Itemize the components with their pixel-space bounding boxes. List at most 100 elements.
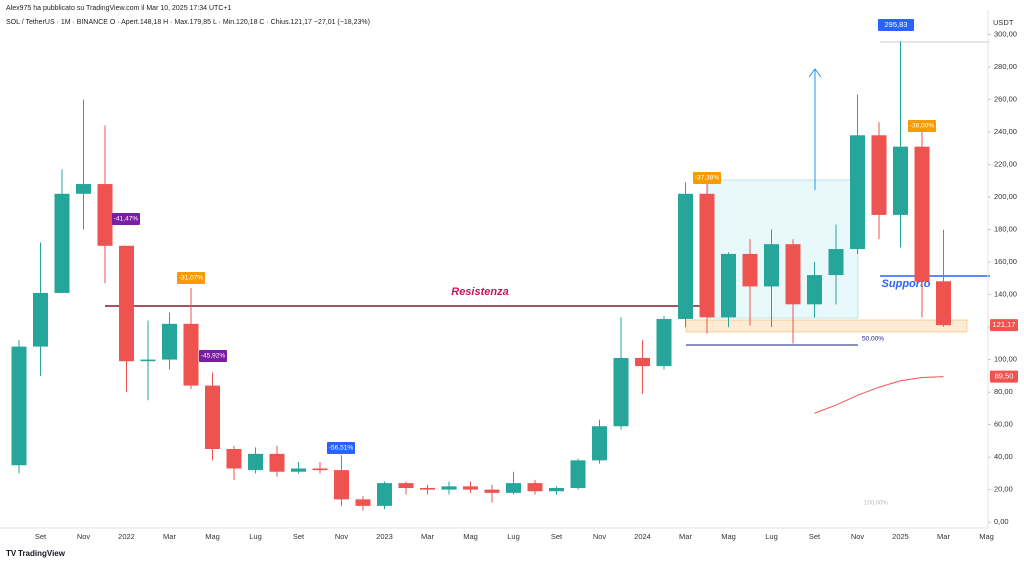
- x-tick-label: Mag: [463, 532, 478, 541]
- candle-body: [463, 486, 478, 490]
- candle-body: [850, 135, 865, 250]
- y-tick-label: 200,00: [994, 192, 1017, 201]
- last-close-label: 121,17: [993, 320, 1016, 329]
- candle-body: [549, 487, 564, 492]
- y-tick-label: 60,00: [994, 420, 1013, 429]
- annotation: -37,38%: [695, 175, 719, 182]
- candle-body: [420, 487, 435, 490]
- y-tick-label: 260,00: [994, 95, 1017, 104]
- arrow-head: [808, 68, 822, 78]
- candle-body: [506, 483, 521, 493]
- candle-body: [764, 244, 779, 287]
- candle-body: [140, 359, 156, 362]
- y-tick-label: 220,00: [994, 160, 1017, 169]
- x-tick-label: Set: [551, 532, 563, 541]
- x-tick-label: Lug: [507, 532, 520, 541]
- candle-body: [613, 357, 629, 427]
- candle-body: [914, 146, 930, 282]
- candle-body: [807, 275, 822, 305]
- candle-body: [248, 453, 263, 471]
- candle-body: [721, 253, 736, 318]
- y-tick-label: 240,00: [994, 127, 1017, 136]
- annotation-box: [112, 213, 140, 225]
- y-tick-label: 180,00: [994, 225, 1017, 234]
- subtitle: Alex975 ha pubblicato su TradingView.com…: [6, 5, 231, 12]
- y-tick-label: 100,00: [994, 355, 1017, 364]
- x-tick-label: 2024: [634, 532, 651, 541]
- y-tick-label: 280,00: [994, 62, 1017, 71]
- x-tick-label: Mar: [679, 532, 692, 541]
- candle-body: [291, 468, 306, 472]
- candle-body: [936, 281, 951, 326]
- candle-body: [54, 193, 70, 293]
- x-tick-label: Nov: [851, 532, 865, 541]
- y-tick-label: 0,00: [994, 517, 1009, 526]
- annotation: -41,47%: [114, 216, 138, 223]
- candle-body: [183, 323, 199, 386]
- candle-body: [33, 292, 48, 347]
- ma-label: 89,50: [995, 372, 1014, 381]
- candle-body: [76, 184, 91, 194]
- y-tick-label: 20,00: [994, 485, 1013, 494]
- peak-label-box: [878, 19, 914, 32]
- candle-body: [828, 249, 844, 276]
- annotation-box: [693, 172, 721, 184]
- candle-body: [334, 470, 349, 500]
- brand-logo: TV: [6, 549, 17, 558]
- candle-body: [635, 357, 650, 367]
- x-tick-label: 2023: [376, 532, 393, 541]
- x-tick-label: Set: [35, 532, 47, 541]
- y-tick-label: 80,00: [994, 387, 1013, 396]
- y-tick-label: 140,00: [994, 290, 1017, 299]
- annotation-box: [177, 272, 205, 284]
- annotation: -45,92%: [201, 353, 225, 360]
- x-tick-label: 2025: [892, 532, 909, 541]
- x-tick-label: Lug: [765, 532, 778, 541]
- brand: TradingView: [18, 549, 66, 558]
- candle-body: [592, 426, 607, 461]
- candle-body: [119, 245, 134, 362]
- candle-body: [355, 499, 371, 506]
- x-tick-label: Set: [809, 532, 821, 541]
- candle-body: [484, 489, 500, 493]
- resistance-label: Resistenza: [451, 286, 508, 298]
- x-tick-label: Mar: [937, 532, 950, 541]
- candle-body: [871, 135, 887, 215]
- x-tick-label: Nov: [593, 532, 607, 541]
- annotation: -31,07%: [179, 275, 203, 282]
- candle-body: [527, 483, 543, 492]
- x-tick-label: Nov: [77, 532, 91, 541]
- ma-label-box: [990, 370, 1018, 383]
- x-tick-label: Mar: [421, 532, 434, 541]
- candle-body: [97, 184, 113, 246]
- y-tick-label: 300,00: [994, 29, 1017, 38]
- candle-body: [377, 483, 392, 506]
- x-tick-label: Mag: [721, 532, 736, 541]
- candle-body: [11, 346, 27, 466]
- candle-body: [570, 460, 586, 488]
- candle-body: [893, 146, 908, 215]
- x-tick-label: Set: [293, 532, 305, 541]
- candle-body: [205, 385, 220, 449]
- title: SOL / TetherUS · 1M · BINANCE O · Apert.…: [6, 19, 370, 26]
- candle-body: [785, 244, 801, 305]
- candle-body: [312, 468, 328, 471]
- x-tick-label: 2022: [118, 532, 135, 541]
- y-tick-label: 160,00: [994, 257, 1017, 266]
- x-tick-label: Lug: [249, 532, 262, 541]
- annotation: -36,00%: [910, 123, 934, 130]
- candle-body: [742, 253, 758, 287]
- x-tick-label: Mag: [979, 532, 994, 541]
- candle-body: [226, 448, 242, 469]
- y-axis-label: USDT: [993, 18, 1014, 27]
- x-tick-label: Nov: [335, 532, 349, 541]
- fib-label: 50,00%: [862, 336, 884, 343]
- annotation-box: [199, 350, 227, 362]
- fib-label-2: 100,00%: [864, 501, 888, 507]
- peak-label: 295,83: [885, 20, 908, 29]
- moving-average: [814, 376, 944, 414]
- annotation-box: [327, 442, 355, 454]
- last-close-label-box: [990, 319, 1018, 332]
